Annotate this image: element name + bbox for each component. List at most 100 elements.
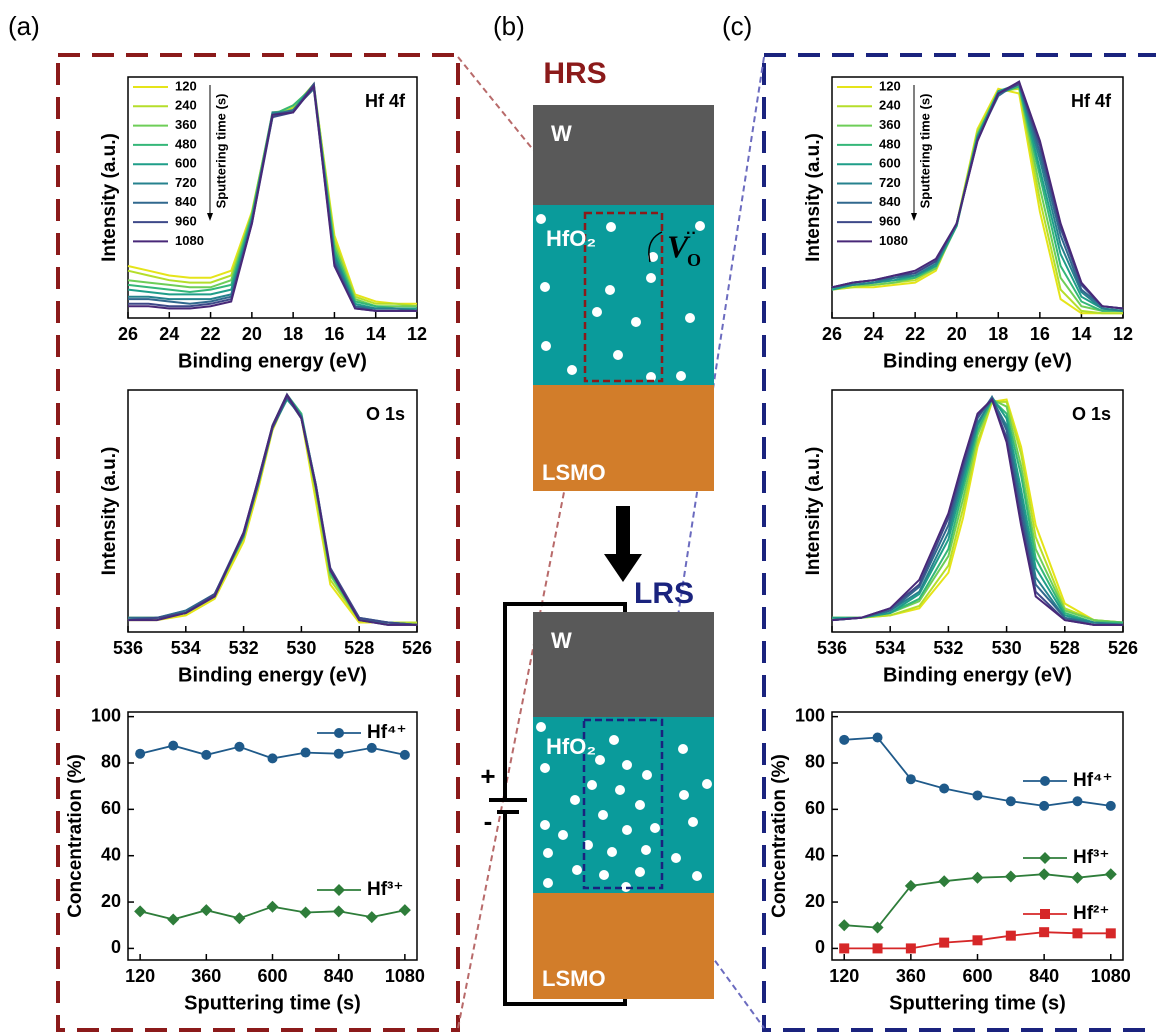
y-axis-label: Intensity (a.u.) — [99, 133, 120, 262]
legend-label: 120 — [879, 78, 901, 93]
marker — [938, 875, 951, 888]
marker — [905, 774, 916, 785]
x-tick-label: 120 — [125, 966, 155, 986]
marker — [1105, 800, 1116, 811]
y-tick-label: 40 — [805, 844, 825, 864]
x-tick-label: 532 — [229, 638, 259, 658]
marker — [1005, 930, 1016, 941]
oxide-layer — [533, 205, 714, 385]
series-line — [128, 392, 417, 626]
y-tick-label: 80 — [805, 752, 825, 772]
plot-frame — [831, 389, 1124, 633]
legend-label: 360 — [879, 117, 901, 132]
annotation: O 1s — [1072, 404, 1111, 424]
panel-label: (b) — [493, 11, 525, 41]
series-line — [831, 85, 1123, 312]
x-tick-label: 528 — [1050, 638, 1080, 658]
panel-a-frame — [56, 53, 460, 1032]
legend-title: Sputtering time (s) — [917, 94, 932, 209]
connector — [661, 887, 765, 1029]
marker — [300, 747, 311, 758]
series-line — [128, 83, 417, 312]
legend-label: Hf²⁺ — [1073, 903, 1109, 924]
series-line — [127, 395, 418, 626]
x-tick-label: 840 — [324, 966, 354, 986]
marker — [399, 749, 410, 760]
marker — [972, 935, 983, 946]
plot-frame — [127, 76, 418, 319]
arrow — [616, 506, 630, 556]
x-tick-label: 26 — [118, 324, 138, 344]
x-axis-label: Binding energy (eV) — [883, 350, 1072, 372]
legend-label: 840 — [175, 194, 197, 209]
series-line — [831, 80, 1124, 310]
plot-frame — [127, 389, 418, 633]
marker — [1072, 928, 1083, 939]
x-tick-label: 360 — [191, 966, 221, 986]
marker — [233, 912, 246, 925]
marker — [234, 741, 245, 752]
marker — [1005, 796, 1016, 807]
zoom-box — [583, 211, 664, 383]
x-tick-label: 20 — [947, 324, 967, 344]
x-axis-label: Sputtering time (s) — [889, 992, 1066, 1014]
layer-label: LSMO — [542, 460, 606, 485]
legend-label: Hf³⁺ — [367, 879, 403, 900]
series-line — [128, 84, 418, 312]
marker — [266, 900, 279, 913]
x-tick-label: 530 — [286, 638, 316, 658]
legend-arrow — [911, 213, 917, 221]
series-line — [831, 87, 1123, 315]
electrode — [533, 893, 714, 999]
legend-label: 120 — [175, 78, 197, 93]
legend-label: 480 — [175, 136, 197, 151]
legend-label: 1080 — [175, 233, 204, 248]
x-tick-label: 528 — [344, 638, 374, 658]
vacancy-symbol: O — [687, 250, 701, 270]
legend-marker — [1040, 909, 1050, 919]
layer-label: W — [551, 628, 572, 653]
x-tick-label: 536 — [817, 638, 847, 658]
x-tick-label: 532 — [933, 638, 963, 658]
marker — [332, 905, 345, 918]
marker — [135, 748, 146, 759]
x-axis-label: Binding energy (eV) — [883, 664, 1072, 686]
legend-label: 720 — [175, 175, 197, 190]
marker — [299, 906, 312, 919]
marker — [365, 911, 378, 924]
legend-label: 840 — [879, 194, 901, 209]
vacancies — [536, 722, 712, 892]
layer-label: LSMO — [542, 966, 606, 991]
x-tick-label: 536 — [113, 638, 143, 658]
layer-label: HfO₂ — [546, 734, 596, 759]
legend-label: 240 — [879, 98, 901, 113]
x-tick-label: 534 — [875, 638, 905, 658]
electrode — [533, 105, 714, 205]
wire — [503, 812, 627, 1006]
marker — [939, 783, 950, 794]
legend-label: 1080 — [879, 233, 908, 248]
x-tick-label: 18 — [988, 324, 1008, 344]
marker — [168, 740, 179, 751]
x-tick-label: 26 — [822, 324, 842, 344]
y-tick-label: 100 — [91, 705, 121, 725]
marker — [1105, 928, 1116, 939]
y-axis-label: Intensity (a.u.) — [803, 133, 824, 262]
panel-label: (a) — [8, 11, 40, 41]
y-tick-label: 100 — [795, 705, 825, 725]
marker — [1004, 870, 1017, 883]
marker — [1039, 927, 1050, 938]
electrode — [533, 385, 714, 491]
legend-label: 960 — [175, 214, 197, 229]
y-tick-label: 60 — [101, 798, 121, 818]
x-tick-label: 12 — [1113, 324, 1133, 344]
legend-label: 600 — [879, 156, 901, 171]
legend-label: 720 — [879, 175, 901, 190]
annotation: Hf 4f — [1071, 91, 1112, 111]
marker — [167, 913, 180, 926]
marker — [905, 943, 916, 954]
marker — [200, 904, 213, 917]
panel-c-frame — [762, 53, 1156, 1032]
x-tick-label: 526 — [402, 638, 432, 658]
legend-label: 600 — [175, 156, 197, 171]
